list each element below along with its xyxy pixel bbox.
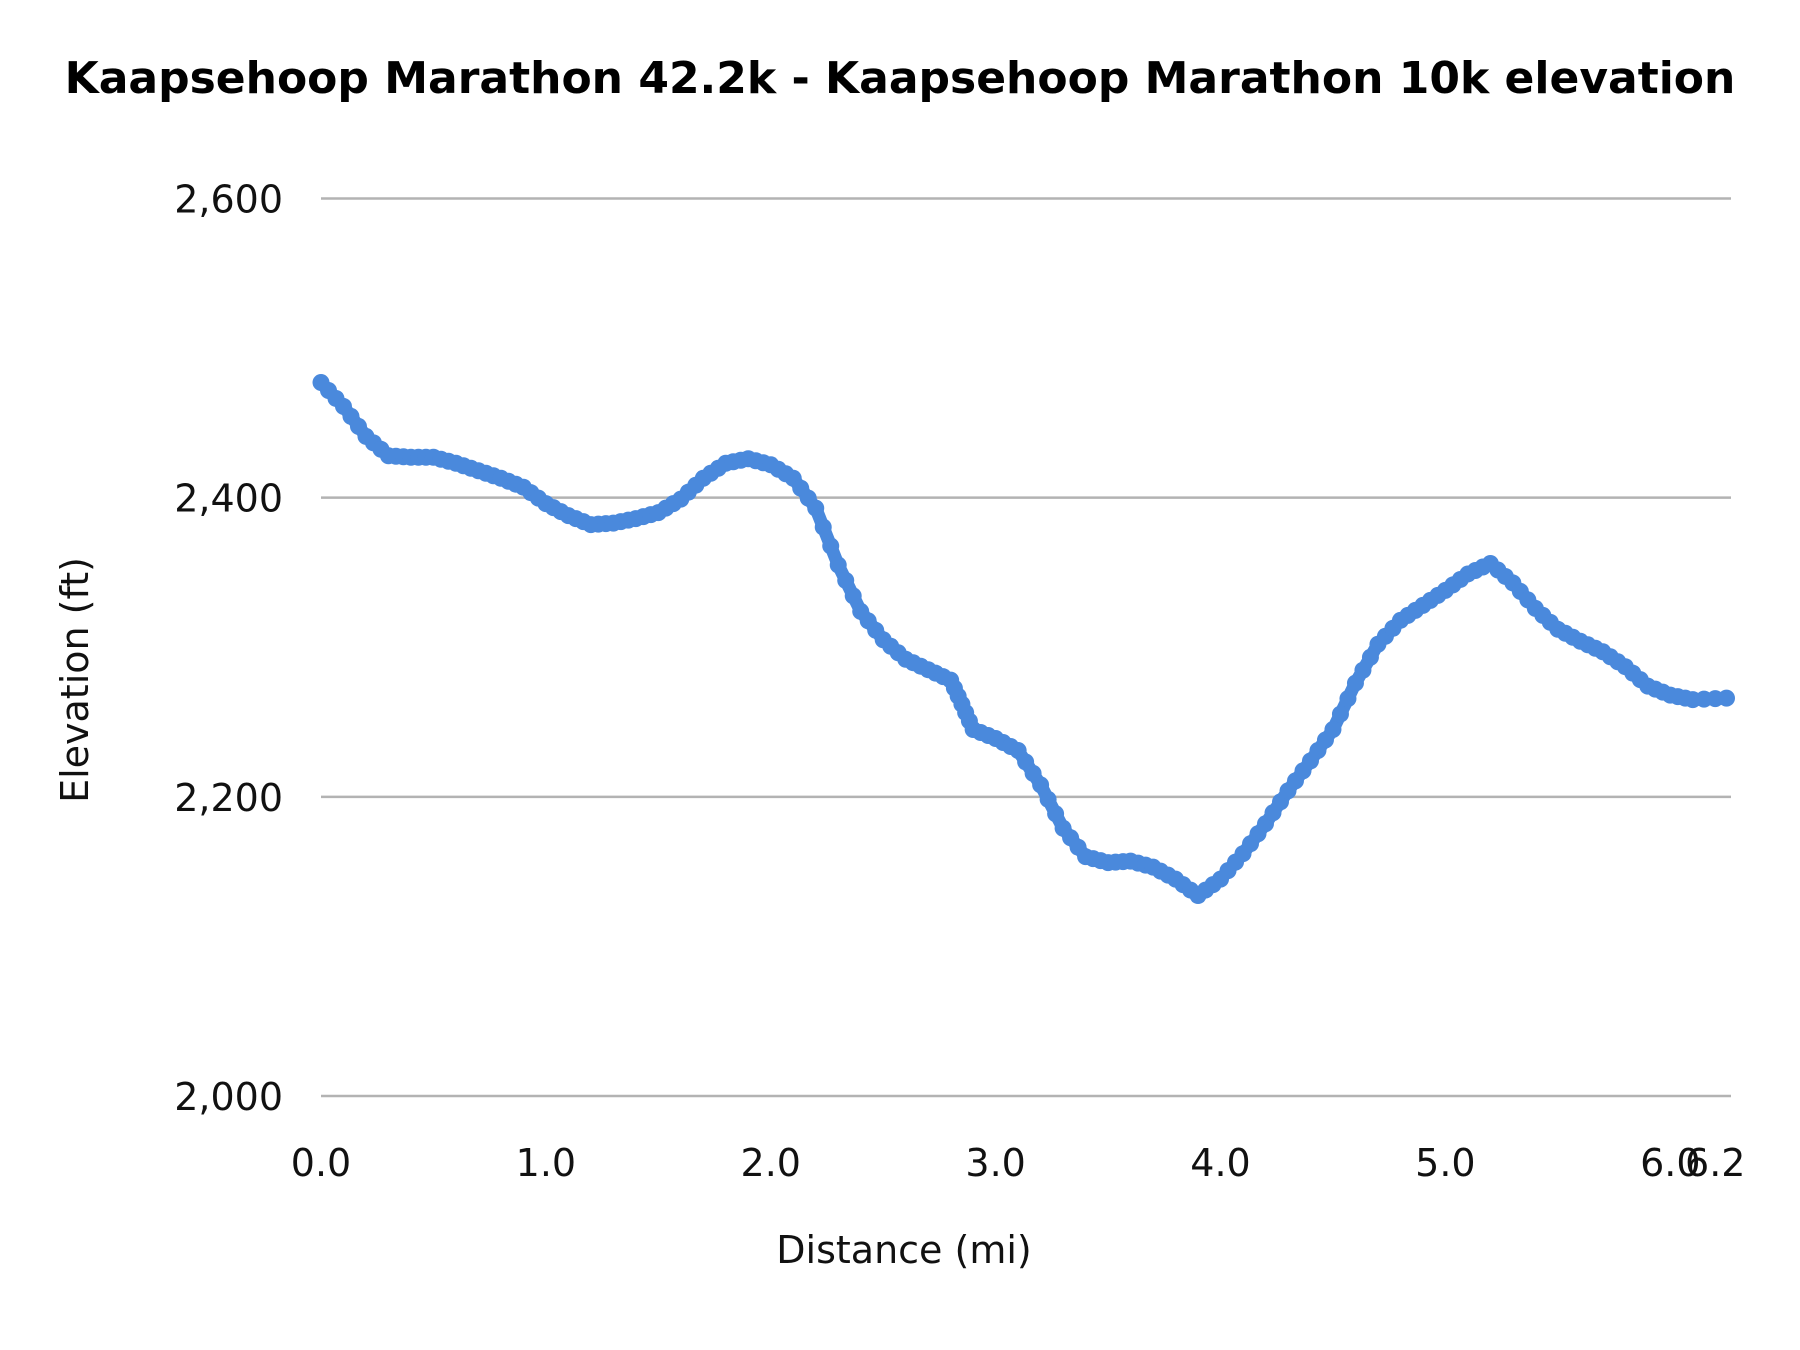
data-point xyxy=(1331,705,1349,723)
x-axis-title: Distance (mi) xyxy=(776,1228,1031,1272)
chart-title: Kaapsehoop Marathon 42.2k - Kaapsehoop M… xyxy=(65,53,1736,104)
y-tick-label: 2,200 xyxy=(174,776,283,820)
x-tick-label: 5.0 xyxy=(1415,1141,1475,1185)
series-line xyxy=(314,376,1733,903)
y-tick-label: 2,000 xyxy=(174,1075,283,1119)
data-point xyxy=(1718,689,1736,707)
data-point xyxy=(1354,661,1372,679)
data-point xyxy=(1346,674,1364,692)
data-point xyxy=(1047,805,1065,823)
data-point xyxy=(837,571,855,589)
data-point xyxy=(814,518,832,536)
x-tick-labels: 0.0 1.0 2.0 3.0 4.0 5.0 6.06.2 xyxy=(291,1141,1746,1185)
y-tick-label: 2,400 xyxy=(174,477,283,521)
data-point xyxy=(829,556,847,574)
x-tick-label: 3.0 xyxy=(965,1141,1025,1185)
x-tick-label: 6.0 xyxy=(1640,1141,1700,1185)
x-tick-label: 4.0 xyxy=(1190,1141,1250,1185)
y-tick-labels: 2,000 2,200 2,400 2,600 xyxy=(174,178,283,1120)
series-elevation xyxy=(312,373,1736,905)
data-point xyxy=(1039,790,1057,808)
x-tick-label: 0.0 xyxy=(291,1141,351,1185)
y-tick-label: 2,600 xyxy=(174,178,283,222)
gridlines xyxy=(321,197,1731,1098)
data-point xyxy=(1324,721,1342,739)
y-axis-title: Elevation (ft) xyxy=(53,557,97,803)
data-point xyxy=(1032,776,1050,794)
data-point xyxy=(844,587,862,605)
x-tick-label: 6.2 xyxy=(1685,1141,1745,1185)
data-point xyxy=(822,537,840,555)
x-tick-label: 1.0 xyxy=(516,1141,576,1185)
x-tick-label: 2.0 xyxy=(741,1141,801,1185)
data-point xyxy=(807,499,825,517)
data-point xyxy=(1361,648,1379,666)
data-point xyxy=(1339,690,1357,708)
